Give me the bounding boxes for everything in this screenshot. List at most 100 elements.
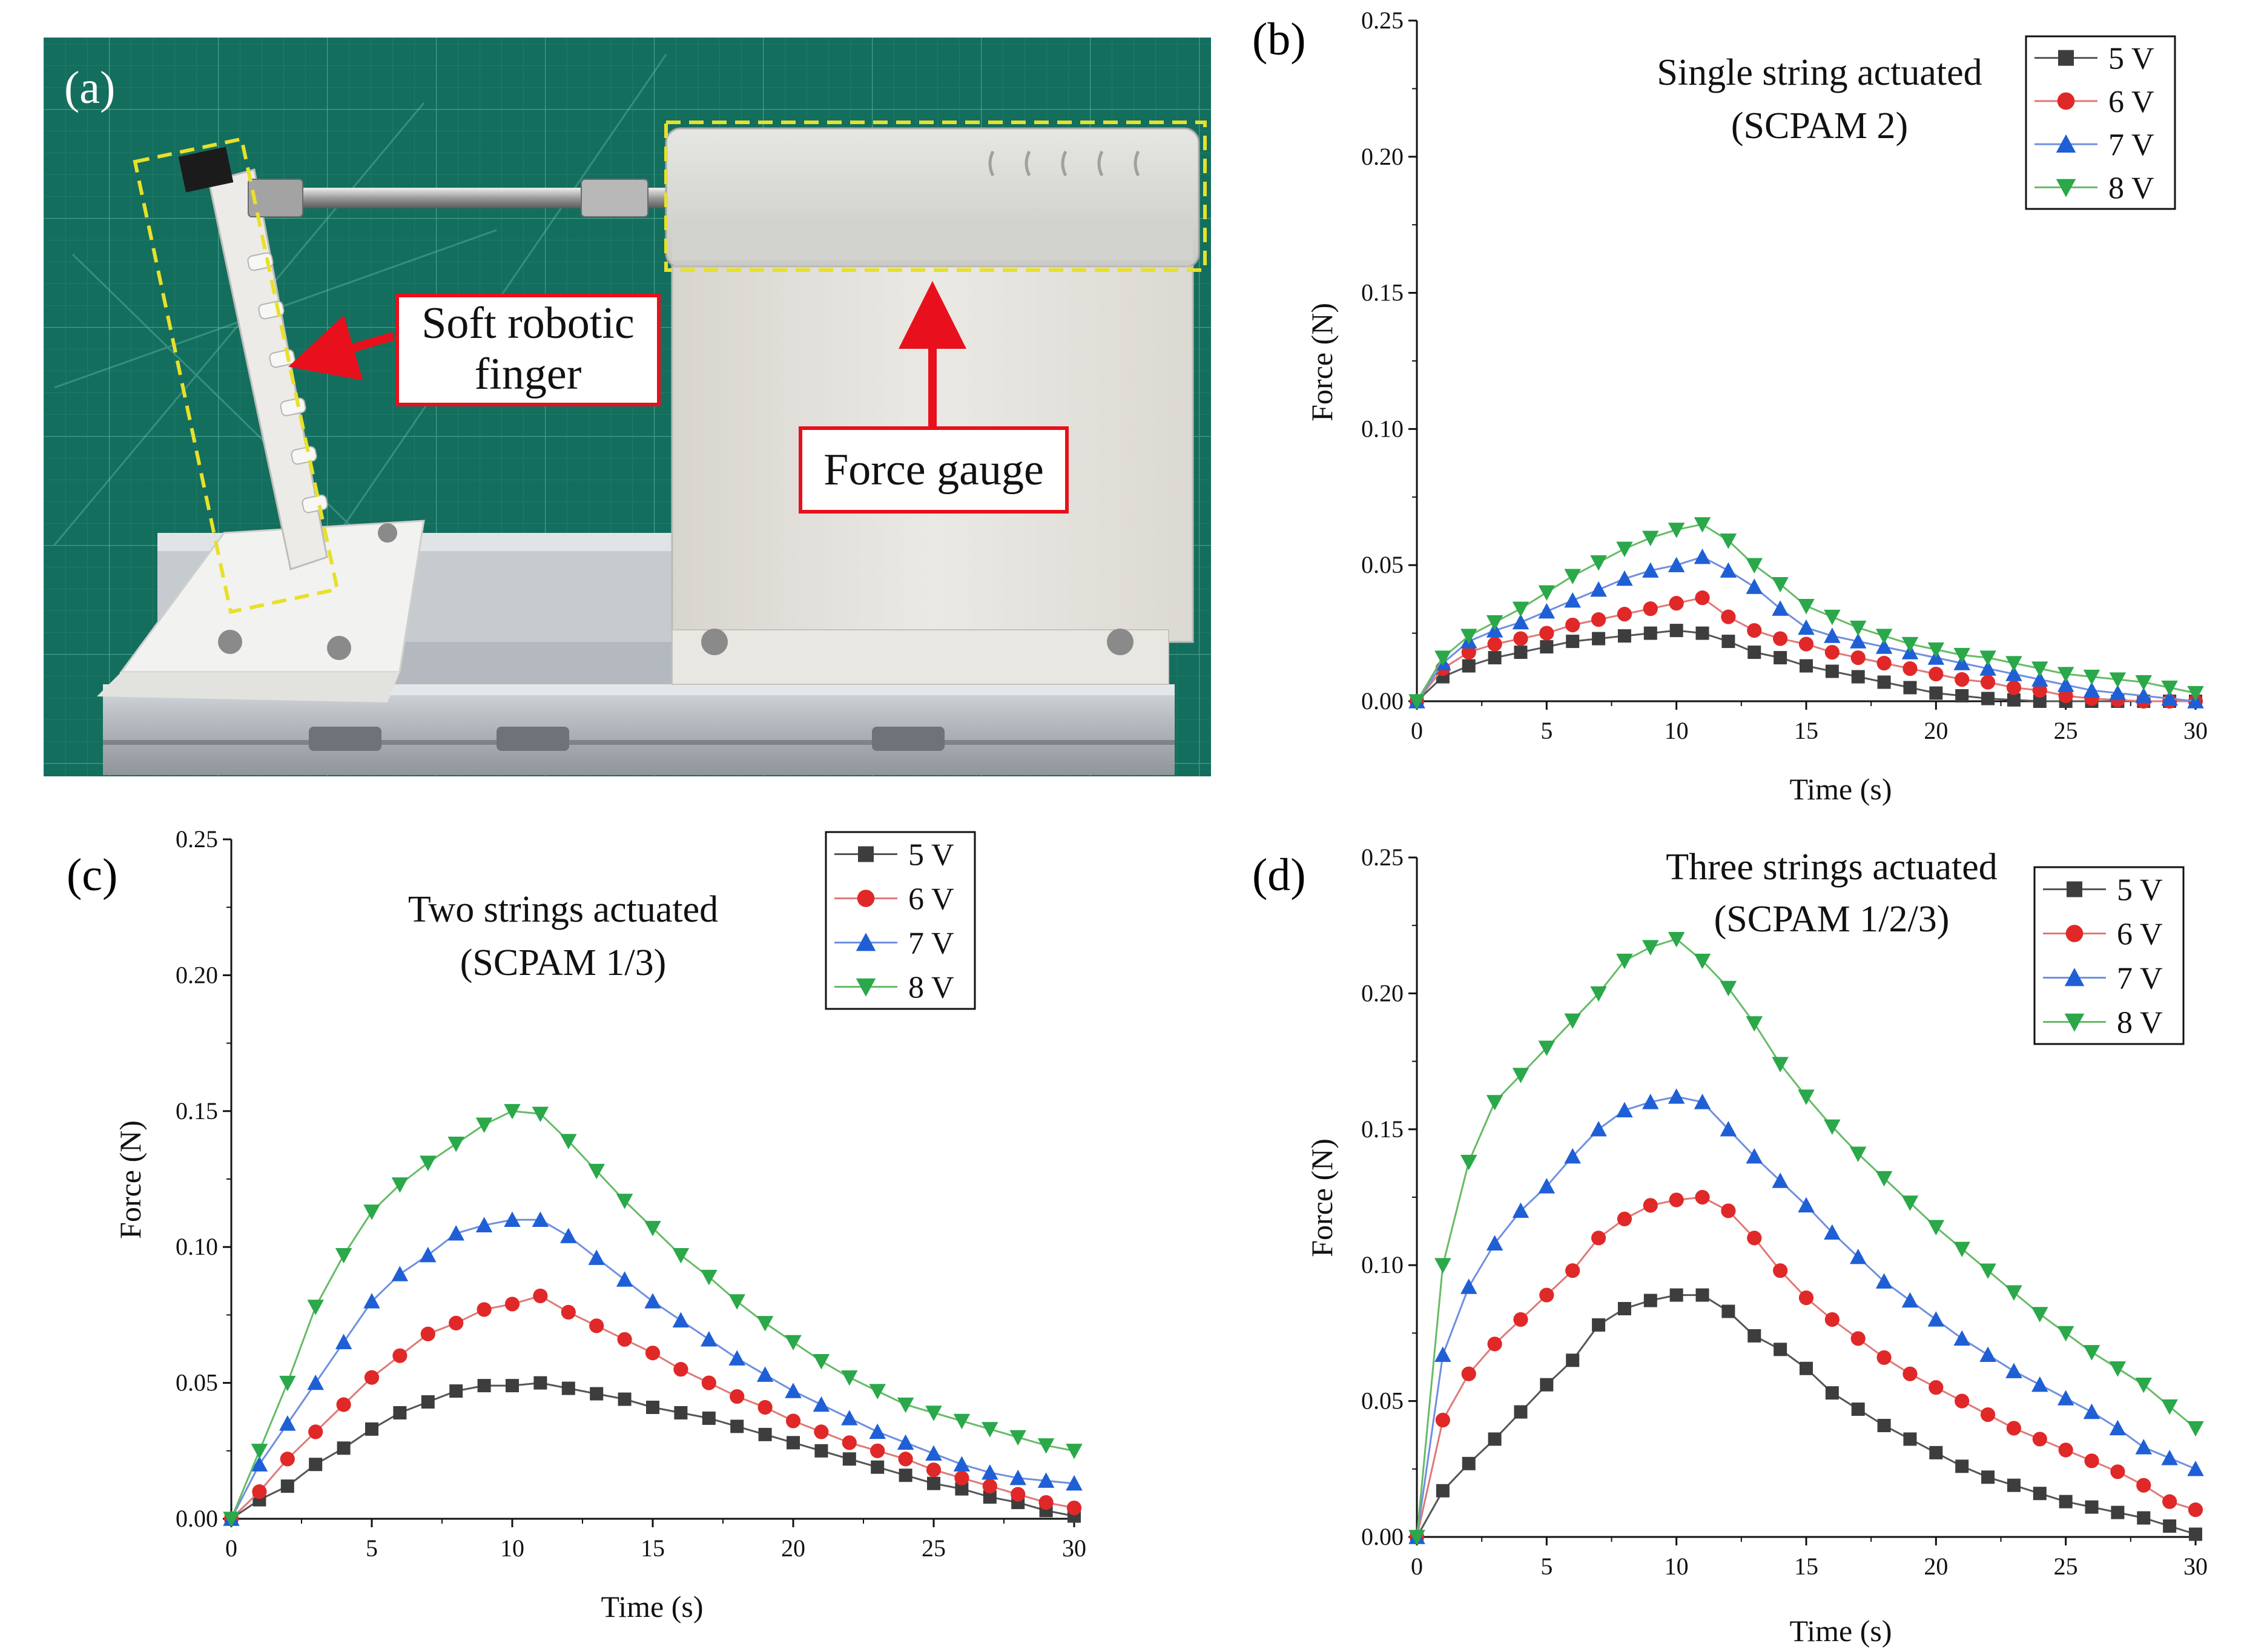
data-point [841,1410,858,1426]
y-axis-label: Force (N) [1305,1138,1339,1257]
data-point [1903,681,1917,695]
data-point [2058,688,2073,704]
legend-label: 7 V [2117,962,2163,996]
data-point [1955,1393,1970,1409]
data-point [1460,629,1477,644]
data-point [1850,1331,1866,1346]
y-tick-label: 0.15 [1361,279,1404,306]
x-tick-label: 5 [366,1535,378,1562]
y-tick-label: 0.05 [1361,551,1404,578]
data-point [1747,1231,1762,1246]
data-point [674,1406,688,1419]
data-point [280,1479,294,1493]
data-point [2033,695,2047,708]
legend-label: 5 V [908,838,954,873]
data-point [1694,1094,1711,1109]
data-point [2187,1461,2204,1476]
data-point [1774,651,1787,665]
data-point [2085,1500,2099,1514]
data-point [1460,1154,1477,1171]
data-point [1538,585,1556,601]
data-point [1901,636,1919,653]
data-point [1798,598,1815,615]
x-axis-label: Time (s) [1789,1614,1892,1648]
data-point [1774,1343,1787,1356]
data-point [477,1379,491,1393]
y-tick-label: 0.25 [176,825,218,853]
legend-marker [2065,925,2084,942]
data-point [1953,1241,1970,1258]
data-point [475,1117,493,1133]
data-point [672,1247,690,1264]
data-point [1927,642,1945,658]
legend-box [2025,35,2176,210]
data-point [1875,629,1893,644]
chart-panel-c: (c) 0 5 10 15 20 25 30 0.00 0.05 0.10 0.15 0.20 0.25 T… [67,825,1086,1624]
x-tick-label: 5 [1540,717,1553,744]
data-point [953,1413,971,1430]
data-point [1746,578,1763,594]
data-point [1009,1430,1026,1446]
data-point [673,1362,688,1377]
series-8v [1408,517,2204,710]
y-axis-label: Force (N) [1305,303,1339,421]
data-point [447,1225,464,1241]
data-point [420,1155,437,1171]
data-point [1903,1432,1917,1446]
data-point [2058,1442,2073,1458]
data-point [2109,1361,2127,1377]
data-point [2057,676,2074,692]
data-point [2083,1345,2100,1361]
y-tick-label: 0.10 [1361,415,1404,442]
data-point [1901,1195,1919,1211]
finger-callout-line2: finger [475,349,582,399]
data-point [504,1211,521,1227]
legend-label: 7 V [908,927,954,961]
data-point [363,1204,380,1220]
data-point [1772,577,1789,593]
x-tick-label: 25 [2054,717,2078,744]
data-point [1037,1438,1055,1454]
data-point [363,1293,380,1309]
panel-a-photo: (a) [44,38,1211,776]
data-point [897,1434,914,1450]
data-point [2007,693,2021,707]
y-tick-label: 0.10 [176,1233,218,1260]
legend: 5 V 6 V 7 V 8 V [2025,35,2176,210]
data-point [1695,590,1710,606]
data-point [1929,666,1944,682]
data-point [1772,1057,1789,1072]
finger-callout-line1: Soft robotic [421,299,634,348]
data-point [2057,1326,2074,1342]
data-point [2083,682,2100,698]
data-point [1642,1094,1659,1109]
data-point [1721,635,1735,649]
data-point [1695,626,1709,640]
data-point [1643,601,1658,616]
data-point [871,1460,885,1474]
data-point [2188,1502,2203,1518]
data-point [2083,1403,2100,1419]
data-point [1487,636,1502,652]
data-point [1875,1273,1893,1289]
data-point [813,1396,830,1412]
data-point [1980,675,1996,690]
data-point [1434,650,1451,666]
data-point [2057,667,2074,682]
data-point [2109,684,2127,701]
gauge-callout-text: Force gauge [823,445,1044,495]
data-point [616,1271,633,1287]
data-point [787,1436,800,1450]
data-point [814,1444,828,1458]
data-point [897,1397,914,1413]
data-point [280,1452,295,1467]
force-gauge-device [665,127,1200,269]
data-point [1540,640,1554,654]
data-point [1798,1197,1815,1213]
data-point [1953,1330,1970,1346]
data-point [1564,1148,1581,1164]
data-point [251,1444,268,1459]
data-point [1798,1290,1814,1306]
data-point [2161,680,2178,696]
data-point [701,1269,718,1286]
